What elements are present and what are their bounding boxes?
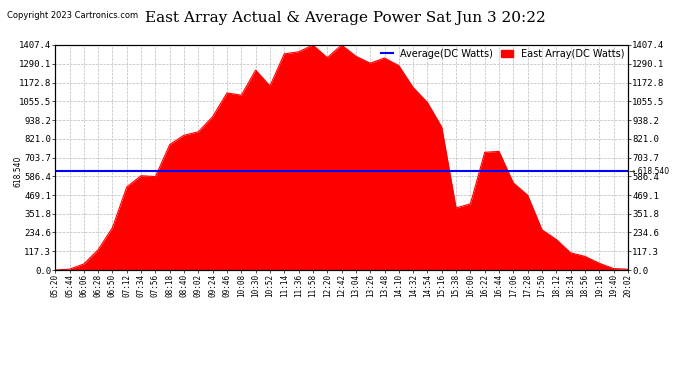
Text: → 618.540: → 618.540 — [629, 166, 669, 176]
Legend: Average(DC Watts), East Array(DC Watts): Average(DC Watts), East Array(DC Watts) — [377, 45, 628, 63]
Text: Copyright 2023 Cartronics.com: Copyright 2023 Cartronics.com — [7, 11, 138, 20]
Text: East Array Actual & Average Power Sat Jun 3 20:22: East Array Actual & Average Power Sat Ju… — [145, 11, 545, 25]
Text: 618.540: 618.540 — [14, 155, 23, 187]
